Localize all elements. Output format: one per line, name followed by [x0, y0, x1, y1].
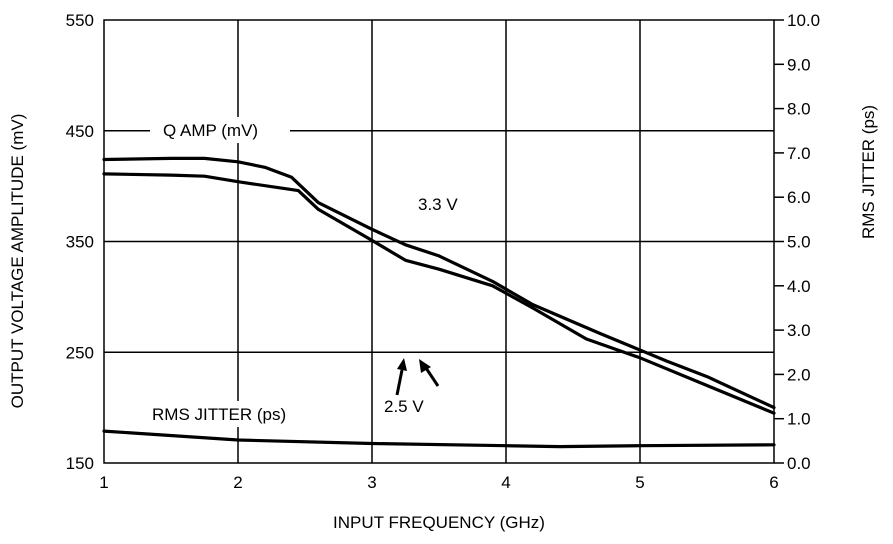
series-line-0 [102, 156, 776, 410]
y-tick-label: 350 [66, 233, 94, 252]
q-amp-label-bg [150, 117, 290, 143]
y-axis-title: OUTPUT VOLTAGE AMPLITUDE (mV) [8, 114, 27, 409]
series-line-1 [102, 172, 776, 415]
x-tick-label: 5 [635, 473, 644, 492]
y2-tick-label: 1.0 [787, 410, 811, 429]
y2-tick-label: 10.0 [787, 11, 820, 30]
label-3v3: 3.3 V [418, 195, 458, 214]
x-tick-label: 2 [233, 473, 242, 492]
rms-jitter-label-bg [147, 401, 332, 427]
y2-tick-label: 5.0 [787, 233, 811, 252]
tick-layer: 1 2 3 4 5 6 150 250 350 450 550 0.0 1.0 2.0 3.0 4.0 5.0 6… [66, 11, 820, 492]
y-tick-label: 250 [66, 343, 94, 362]
series-layer [102, 156, 776, 449]
y-tick-label: 150 [66, 454, 94, 473]
y-tick-label: 550 [66, 11, 94, 30]
rms-jitter-label: RMS JITTER (ps) [152, 405, 286, 424]
y2-tick-label: 6.0 [787, 188, 811, 207]
x-tick-label: 3 [367, 473, 376, 492]
y2-tick-label: 0.0 [787, 454, 811, 473]
y2-tick-label: 4.0 [787, 277, 811, 296]
annotation-arrow-3v3 [419, 359, 440, 387]
y2-tick-label: 9.0 [787, 55, 811, 74]
y2-tick-label: 3.0 [787, 321, 811, 340]
label-2v5: 2.5 V [384, 397, 424, 416]
x-tick-label: 1 [99, 473, 108, 492]
y2-tick-label: 8.0 [787, 100, 811, 119]
annotation-arrow-2v5 [395, 358, 407, 396]
y-tick-label: 450 [66, 122, 94, 141]
x-tick-label: 4 [501, 473, 510, 492]
y2-tick-label: 2.0 [787, 365, 811, 384]
series-line-2 [102, 429, 776, 449]
y2-axis-title: RMS JITTER (ps) [859, 105, 878, 239]
y2-tick-label: 7.0 [787, 144, 811, 163]
grid-layer [104, 20, 774, 463]
x-axis-title: INPUT FREQUENCY (GHz) [333, 513, 545, 532]
x-tick-label: 6 [769, 473, 778, 492]
q-amp-label: Q AMP (mV) [163, 121, 258, 140]
